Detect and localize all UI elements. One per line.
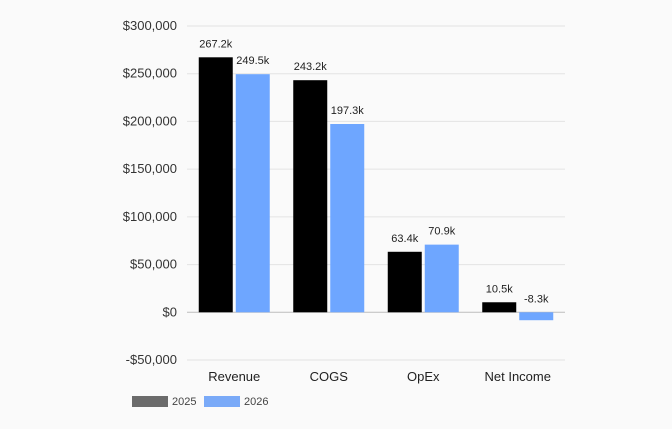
x-axis: Revenue COGS OpEx Net Income	[208, 369, 551, 384]
y-tick-label: $50,000	[130, 257, 177, 272]
data-label: 70.9k	[428, 226, 455, 238]
legend-swatch-2026[interactable]	[204, 396, 240, 407]
x-tick-label: Net Income	[485, 369, 551, 384]
bar-revenue-2026	[235, 74, 270, 313]
data-label: 243.2k	[294, 61, 328, 73]
y-tick-label: $0	[163, 304, 177, 319]
y-tick-label: $100,000	[123, 209, 177, 224]
data-label: -8.3k	[524, 293, 549, 305]
data-label: 10.5k	[486, 283, 513, 295]
data-label: 63.4k	[391, 233, 418, 245]
y-axis: -$50,000 $0 $50,000 $100,000 $150,000 $200,00…	[123, 18, 177, 367]
y-tick-label: $250,000	[123, 66, 177, 81]
legend-label-2025[interactable]: 2025	[172, 396, 196, 408]
x-tick-label: OpEx	[407, 369, 440, 384]
bar-revenue-2025	[198, 57, 233, 313]
data-label: 249.5k	[236, 55, 270, 67]
bars	[198, 57, 554, 321]
y-tick-label: -$50,000	[126, 352, 177, 367]
legend[interactable]: 2025 2026	[132, 396, 268, 408]
bar-net-income-2025	[482, 302, 517, 313]
data-label: 197.3k	[331, 105, 365, 117]
legend-label-2026[interactable]: 2026	[244, 396, 268, 408]
bar-cogs-2026	[330, 124, 365, 313]
x-tick-label: COGS	[310, 369, 349, 384]
legend-swatch-2025[interactable]	[132, 396, 168, 407]
data-label: 267.2k	[199, 38, 233, 50]
bar-cogs-2025	[293, 80, 328, 313]
bar-opex-2025	[387, 251, 422, 313]
y-tick-label: $150,000	[123, 161, 177, 176]
bar-net-income-2026	[519, 312, 554, 321]
y-tick-label: $200,000	[123, 113, 177, 128]
y-tick-label: $300,000	[123, 18, 177, 33]
bar-opex-2026	[424, 244, 459, 313]
x-tick-label: Revenue	[208, 369, 260, 384]
